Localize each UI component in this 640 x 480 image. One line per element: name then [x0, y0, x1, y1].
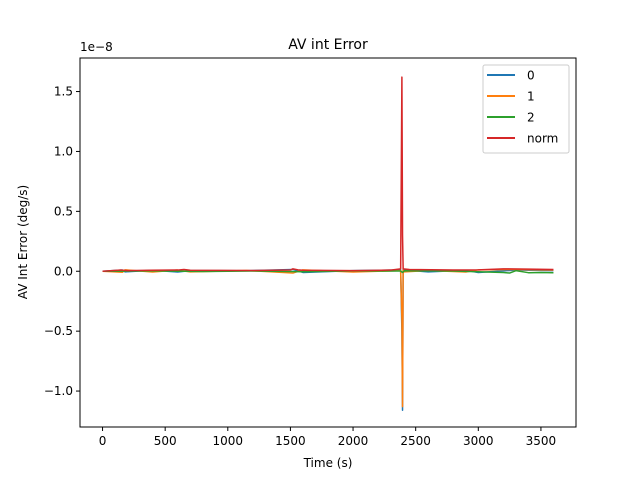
y-tick-label: −1.0	[44, 384, 73, 398]
series-line-norm	[102, 76, 554, 272]
y-tick-label: 1.5	[54, 85, 73, 99]
x-tick-label: 1500	[275, 434, 306, 448]
y-offset-label: 1e−8	[80, 40, 113, 54]
legend-label: 2	[527, 111, 535, 125]
series-line-2	[102, 269, 554, 274]
x-tick-label: 2000	[338, 434, 369, 448]
legend-label: 1	[527, 90, 535, 104]
series-group	[102, 76, 554, 411]
x-axis-label: Time (s)	[303, 456, 353, 470]
y-axis: −1.0 −0.5 0.0 0.5 1.0 1.5	[44, 85, 80, 398]
x-tick-label: 1000	[213, 434, 244, 448]
y-tick-label: 0.0	[54, 264, 73, 278]
y-tick-label: 1.0	[54, 144, 73, 158]
y-axis-label: AV Int Error (deg/s)	[16, 185, 30, 299]
legend-box	[482, 64, 570, 154]
x-tick-label: 3000	[463, 434, 494, 448]
x-tick-label: 3500	[526, 434, 557, 448]
chart-title: AV int Error	[288, 37, 368, 53]
x-tick-label: 0	[99, 434, 107, 448]
legend-label: norm	[527, 132, 558, 146]
legend-label: 0	[527, 69, 535, 83]
x-tick-label: 500	[154, 434, 177, 448]
legend: 0 1 2 norm	[482, 64, 570, 154]
y-tick-label: 0.5	[54, 204, 73, 218]
plot-frame	[79, 57, 577, 428]
x-tick-label: 2500	[400, 434, 431, 448]
x-axis: 0 500 1000 1500 2000 2500 3000 3500	[99, 427, 556, 448]
y-tick-label: −0.5	[44, 324, 73, 338]
